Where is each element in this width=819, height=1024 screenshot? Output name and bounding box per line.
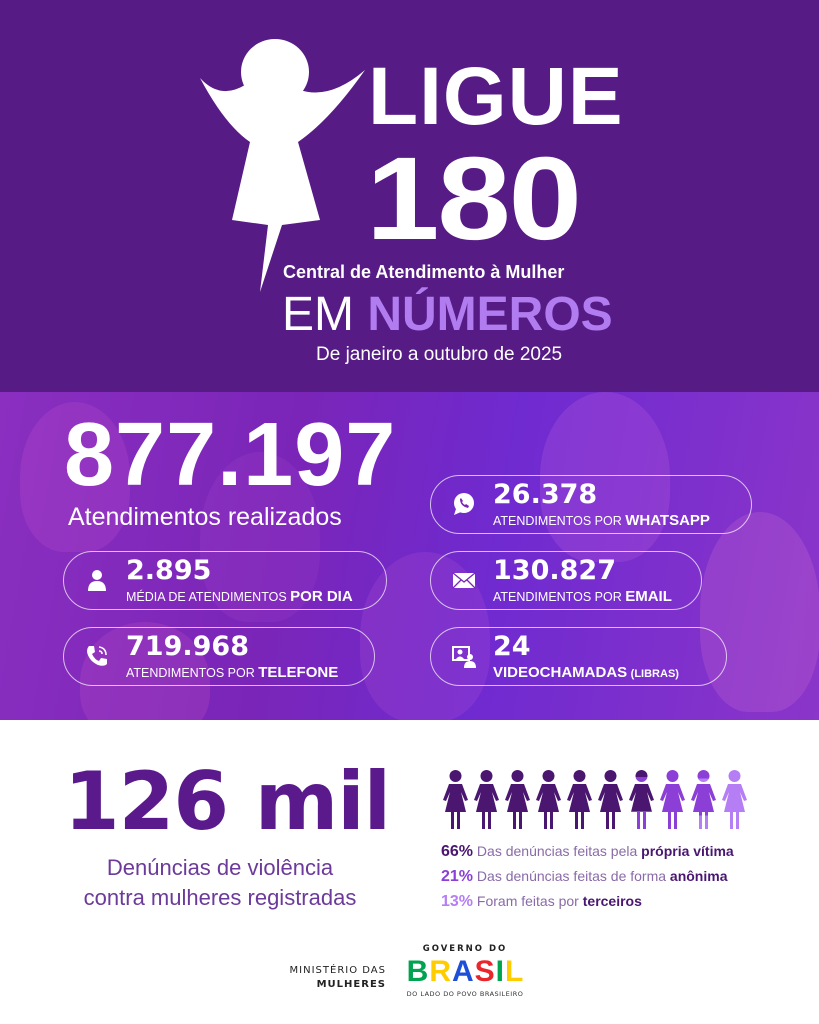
title-numeros: NÚMEROS [367,288,613,341]
brand-letter: R [429,955,451,988]
card-label: VIDEOCHAMADAS (LIBRAS) [493,664,679,681]
logo-number: 180 [366,133,582,265]
title-em: EM [282,288,354,341]
stat-row: 66% Das denúncias feitas pela própria ví… [441,843,734,860]
card-label: ATENDIMENTOS POR WHATSAPP [493,512,710,529]
woman-figure-icon [536,770,561,829]
brand-letter: L [505,955,524,988]
total-label: Atendimentos realizados [68,503,342,531]
woman-figure-icon [474,770,499,829]
total-value: 877.197 [64,405,397,505]
card-value: 2.895 [126,555,212,586]
page-title: EM NÚMEROS [282,291,613,339]
card-label: ATENDIMENTOS POR EMAIL [493,588,672,605]
email-icon [452,572,476,589]
card-whatsapp: 26.378 ATENDIMENTOS POR WHATSAPP [430,475,752,534]
woman-logo-icon [200,39,365,292]
woman-figure-icon [691,770,716,829]
stats-section [0,392,819,720]
period: De janeiro a outubro de 2025 [316,344,563,365]
complaints-label: Denúncias de violência contra mulheres re… [83,855,357,910]
complaints-section [0,720,819,1024]
woman-figure-icon [505,770,530,829]
brand-letter: S [474,955,495,988]
woman-figure-icon [598,770,623,829]
user-icon [88,570,106,591]
woman-figure-icon [567,770,592,829]
stat-row: 21% Das denúncias feitas de forma anônim… [441,868,728,885]
woman-figure-icon [660,770,685,829]
card-label: MÉDIA DE ATENDIMENTOS POR DIA [126,588,353,605]
header-section [0,0,819,392]
card-value: 130.827 [493,555,616,586]
complaints-value: 126 mil [64,755,391,848]
woman-figures-chart [441,770,749,830]
card-email: 130.827 ATENDIMENTOS POR EMAIL [430,551,702,610]
card-label: ATENDIMENTOS POR TELEFONE [126,664,339,681]
brand-letter: B [406,955,429,988]
woman-figure-icon [722,770,747,829]
brand-letter: A [451,955,474,988]
whatsapp-icon [454,493,474,515]
card-per-day: 2.895 MÉDIA DE ATENDIMENTOS POR DIA [63,551,387,610]
ministry-logo: MINISTÉRIO DAS MULHERES [289,965,386,990]
card-phone: 719.968 ATENDIMENTOS POR TELEFONE [63,627,375,686]
card-value: 26.378 [493,479,598,510]
subtitle: Central de Atendimento à Mulher [283,262,565,282]
woman-figure-icon [629,770,654,829]
logo-title: LIGUE [368,51,624,142]
card-value: 719.968 [126,631,249,662]
card-video: 24 VIDEOCHAMADAS (LIBRAS) [430,627,727,686]
video-call-icon [452,646,476,668]
card-value: 24 [493,631,531,662]
stat-row: 13% Foram feitas por terceiros [441,893,642,910]
phone-icon [87,646,107,666]
woman-figure-icon [443,770,468,829]
brand-letter: I [495,955,505,988]
